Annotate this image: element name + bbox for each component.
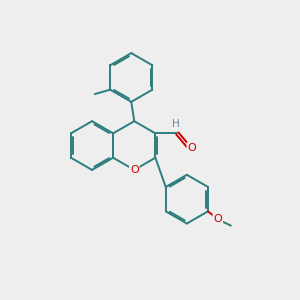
- Text: O: O: [213, 214, 222, 224]
- Text: O: O: [130, 165, 139, 175]
- Text: H: H: [172, 119, 180, 129]
- Text: O: O: [188, 143, 196, 153]
